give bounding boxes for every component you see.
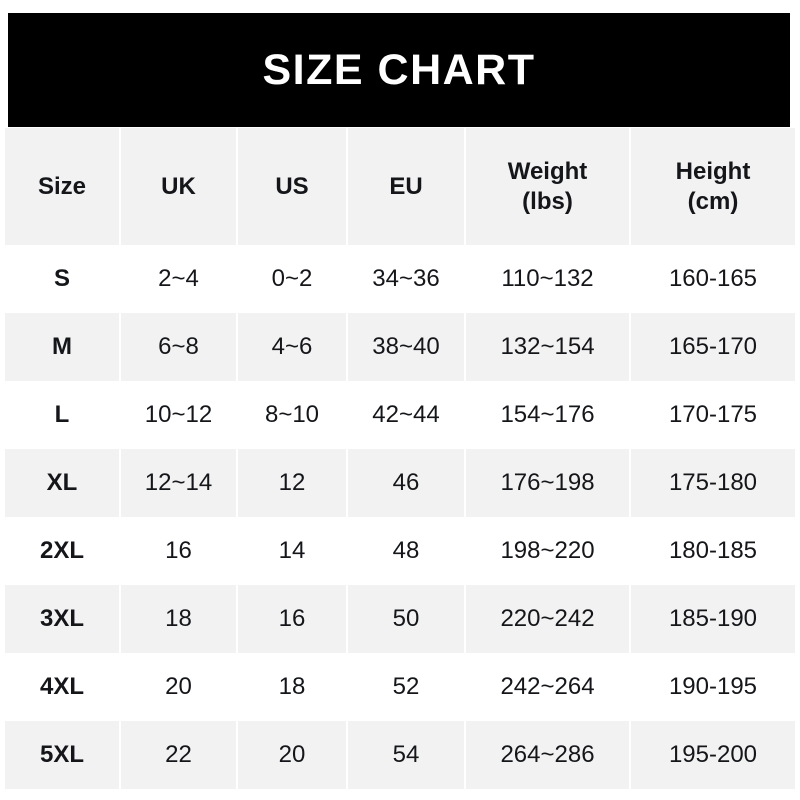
cell-us: 16 — [237, 585, 348, 653]
cell-eu: 48 — [347, 517, 466, 585]
cell-us: 14 — [237, 517, 348, 585]
column-header-height-label: Height — [675, 158, 751, 186]
column-header-weight: Weight (lbs) — [465, 128, 631, 245]
size-chart-banner: SIZE CHART — [8, 13, 790, 127]
cell-height: 185-190 — [630, 585, 795, 653]
table-row: XL 12~14 12 46 176~198 175-180 — [5, 449, 795, 517]
cell-weight: 220~242 — [465, 585, 631, 653]
cell-height: 175-180 — [630, 449, 795, 517]
cell-uk: 20 — [120, 653, 238, 721]
table-row: 4XL 20 18 52 242~264 190-195 — [5, 653, 795, 721]
table-row: L 10~12 8~10 42~44 154~176 170-175 — [5, 381, 795, 449]
cell-weight: 176~198 — [465, 449, 631, 517]
column-header-us: US — [237, 128, 348, 245]
table-row: 3XL 18 16 50 220~242 185-190 — [5, 585, 795, 653]
column-header-size-label: Size — [37, 172, 87, 200]
cell-eu: 52 — [347, 653, 466, 721]
cell-size: L — [5, 381, 121, 449]
cell-uk: 22 — [120, 721, 238, 789]
column-header-size: Size — [5, 128, 121, 245]
cell-height: 160-165 — [630, 245, 795, 313]
cell-size: 3XL — [5, 585, 121, 653]
cell-size: M — [5, 313, 121, 381]
column-header-uk: UK — [120, 128, 238, 245]
cell-weight: 132~154 — [465, 313, 631, 381]
column-header-height: Height (cm) — [630, 128, 795, 245]
cell-height: 180-185 — [630, 517, 795, 585]
cell-weight: 264~286 — [465, 721, 631, 789]
cell-uk: 6~8 — [120, 313, 238, 381]
column-header-us-label: US — [275, 172, 309, 200]
cell-size: S — [5, 245, 121, 313]
cell-weight: 154~176 — [465, 381, 631, 449]
cell-weight: 198~220 — [465, 517, 631, 585]
cell-size: 5XL — [5, 721, 121, 789]
cell-height: 170-175 — [630, 381, 795, 449]
cell-height: 190-195 — [630, 653, 795, 721]
cell-eu: 54 — [347, 721, 466, 789]
cell-us: 8~10 — [237, 381, 348, 449]
column-header-uk-label: UK — [161, 172, 196, 200]
cell-uk: 16 — [120, 517, 238, 585]
table-row: 2XL 16 14 48 198~220 180-185 — [5, 517, 795, 585]
cell-size: 2XL — [5, 517, 121, 585]
cell-eu: 50 — [347, 585, 466, 653]
cell-size: XL — [5, 449, 121, 517]
page-title: SIZE CHART — [262, 45, 536, 94]
cell-eu: 46 — [347, 449, 466, 517]
table-row: S 2~4 0~2 34~36 110~132 160-165 — [5, 245, 795, 313]
table-header-row: Size UK US EU Weight (lbs) — [5, 128, 795, 245]
column-header-weight-unit: (lbs) — [522, 187, 573, 215]
cell-eu: 38~40 — [347, 313, 466, 381]
cell-uk: 2~4 — [120, 245, 238, 313]
cell-weight: 242~264 — [465, 653, 631, 721]
cell-us: 4~6 — [237, 313, 348, 381]
cell-us: 0~2 — [237, 245, 348, 313]
table-row: 5XL 22 20 54 264~286 195-200 — [5, 721, 795, 789]
table-header: Size UK US EU Weight (lbs) — [5, 128, 795, 245]
cell-uk: 12~14 — [120, 449, 238, 517]
size-chart-table-wrapper: Size UK US EU Weight (lbs) — [5, 128, 795, 789]
column-header-eu: EU — [347, 128, 466, 245]
size-chart-table: Size UK US EU Weight (lbs) — [5, 128, 795, 789]
cell-eu: 42~44 — [347, 381, 466, 449]
table-row: M 6~8 4~6 38~40 132~154 165-170 — [5, 313, 795, 381]
cell-size: 4XL — [5, 653, 121, 721]
cell-us: 20 — [237, 721, 348, 789]
cell-uk: 18 — [120, 585, 238, 653]
table-body: S 2~4 0~2 34~36 110~132 160-165 M 6~8 4~… — [5, 245, 795, 789]
cell-height: 195-200 — [630, 721, 795, 789]
cell-eu: 34~36 — [347, 245, 466, 313]
cell-us: 12 — [237, 449, 348, 517]
column-header-weight-label: Weight — [507, 158, 588, 186]
cell-height: 165-170 — [630, 313, 795, 381]
column-header-height-unit: (cm) — [687, 187, 739, 215]
cell-weight: 110~132 — [465, 245, 631, 313]
cell-uk: 10~12 — [120, 381, 238, 449]
column-header-eu-label: EU — [389, 172, 423, 200]
cell-us: 18 — [237, 653, 348, 721]
